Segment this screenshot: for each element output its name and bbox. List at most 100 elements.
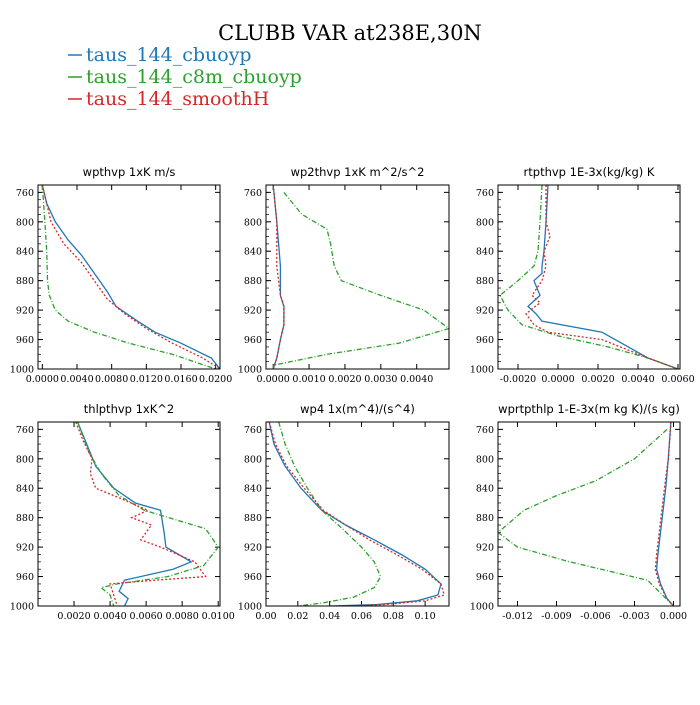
y-tick-label: 1000	[470, 365, 494, 376]
figure-title: CLUBB VAR at238E,30N	[218, 21, 482, 45]
y-tick-label: 760	[476, 188, 494, 199]
panel-title: thlpthvp 1xK^2	[84, 402, 174, 416]
x-tick-label: 0.0020	[328, 374, 361, 385]
y-tick-label: 760	[244, 425, 262, 436]
y-tick-label: 800	[244, 217, 262, 228]
y-tick-label: 800	[16, 217, 34, 228]
series-line-taus_144_smoothH	[272, 185, 285, 369]
x-tick-label: -0.003	[619, 611, 649, 622]
y-tick-label: 840	[244, 247, 262, 258]
y-tick-label: 800	[476, 454, 494, 465]
y-tick-label: 1000	[238, 365, 262, 376]
panel-4: wp4 1x(m^4)/(s^4)76080084088092096010000…	[238, 402, 450, 622]
panel-title: wp2thvp 1xK m^2/s^2	[291, 165, 425, 179]
y-tick-label: 880	[16, 276, 34, 287]
x-tick-label: 0.0040	[93, 611, 126, 622]
y-tick-label: 760	[16, 188, 34, 199]
plot-frame	[497, 421, 681, 607]
plot-frame	[265, 184, 450, 370]
series-line-taus_144_cbuoyp	[527, 185, 679, 369]
panel-title: wp4 1x(m^4)/(s^4)	[300, 402, 415, 416]
x-tick-label: 0.0000	[541, 374, 574, 385]
x-tick-label: -0.006	[580, 611, 610, 622]
legend-label-2: taus_144_smoothH	[86, 88, 269, 110]
x-tick-label: 0.0000	[257, 374, 290, 385]
panel-0: wpthvp 1xK m/s76080084088092096010000.00…	[10, 165, 232, 385]
series-line-taus_144_cbuoyp	[655, 422, 674, 606]
x-tick-label: 0.0080	[166, 611, 199, 622]
legend-label-0: taus_144_cbuoyp	[86, 44, 252, 66]
panel-3: thlpthvp 1xK^2 760 800 840 880 920 960 1000 0.00…	[10, 402, 235, 622]
x-tick-label: 0.02	[287, 611, 308, 622]
x-tick-label: 0.0160	[164, 374, 197, 385]
x-tick-label: 0.0200	[199, 374, 232, 385]
series-line-taus_144_c8m_cbuoyp	[498, 428, 674, 606]
y-tick-label: 960	[16, 335, 34, 346]
y-tick-label: 880	[476, 513, 494, 524]
y-tick-label: 960	[16, 572, 34, 583]
x-tick-label: 0.0060	[129, 611, 162, 622]
legend-label-1: taus_144_c8m_cbuoyp	[86, 66, 302, 88]
y-tick-label: 840	[16, 484, 34, 495]
y-tick-label: 880	[16, 513, 34, 524]
y-tick-label: 960	[476, 335, 494, 346]
y-tick-label: 760	[476, 425, 494, 436]
series-line-taus_144_cbuoyp	[41, 185, 220, 369]
panel-title: wprtpthlp 1-E-3x(m kg K)/(s kg)	[498, 402, 680, 416]
y-tick-label: 840	[244, 484, 262, 495]
panel-2: rtpthvp 1E-3x(kg/kg) K 760 800 840 880 920 960…	[470, 165, 695, 385]
x-tick-label: 0.0040	[60, 374, 93, 385]
series-line-taus_144_smoothH	[525, 185, 679, 369]
y-tick-label: 960	[244, 335, 262, 346]
y-tick-label: 840	[476, 247, 494, 258]
x-tick-label: 0.000	[660, 611, 687, 622]
y-tick-label: 920	[244, 306, 262, 317]
x-tick-label: 0.0120	[130, 374, 163, 385]
y-tick-label: 1000	[470, 602, 494, 613]
y-tick-label: 1000	[10, 602, 34, 613]
series-line-taus_144_cbuoyp	[268, 422, 442, 606]
y-tick-label: 1000	[10, 365, 34, 376]
x-tick-label: 0.0100	[202, 611, 235, 622]
y-tick-label: 880	[476, 276, 494, 287]
panels: wpthvp 1xK m/s76080084088092096010000.00…	[10, 165, 695, 622]
y-tick-label: 760	[244, 188, 262, 199]
panel-title: rtpthvp 1E-3x(kg/kg) K	[524, 165, 655, 179]
y-tick-label: 920	[476, 306, 494, 317]
y-tick-label: 880	[244, 276, 262, 287]
x-tick-label: -0.009	[541, 611, 571, 622]
x-tick-label: -0.012	[502, 611, 532, 622]
series-line-taus_144_c8m_cbuoyp	[41, 185, 216, 369]
x-tick-label: 0.08	[383, 611, 404, 622]
series-line-taus_144_c8m_cbuoyp	[76, 422, 220, 606]
x-tick-label: 0.0000	[26, 374, 59, 385]
plot-frame	[497, 184, 681, 370]
plot-frame	[37, 184, 221, 370]
y-tick-label: 800	[16, 454, 34, 465]
y-tick-label: 1000	[238, 602, 262, 613]
x-tick-label: 0.0030	[364, 374, 397, 385]
x-tick-label: 0.06	[351, 611, 372, 622]
x-tick-label: 0.0040	[400, 374, 433, 385]
series-line-taus_144_c8m_cbuoyp	[499, 185, 679, 369]
y-tick-label: 960	[244, 572, 262, 583]
x-tick-label: 0.0020	[57, 611, 90, 622]
series-line-taus_144_c8m_cbuoyp	[278, 422, 382, 606]
panel-title: wpthvp 1xK m/s	[83, 165, 176, 179]
y-tick-label: 760	[16, 425, 34, 436]
legend: taus_144_cbuoyp taus_144_c8m_cbuoyp taus…	[68, 44, 302, 110]
series-line-taus_144_c8m_cbuoyp	[272, 191, 449, 369]
y-tick-label: 880	[244, 513, 262, 524]
y-tick-label: 920	[16, 543, 34, 554]
plot-frame	[37, 421, 221, 607]
x-tick-label: 0.00	[255, 611, 276, 622]
y-tick-label: 920	[476, 543, 494, 554]
y-tick-label: 920	[16, 306, 34, 317]
y-tick-label: 800	[244, 454, 262, 465]
x-tick-label: 0.10	[415, 611, 436, 622]
panel-1: wp2thvp 1xK m^2/s^2 760 800 840 880 920 960 100…	[238, 165, 450, 385]
x-tick-label: 0.0020	[581, 374, 614, 385]
y-tick-label: 800	[476, 217, 494, 228]
